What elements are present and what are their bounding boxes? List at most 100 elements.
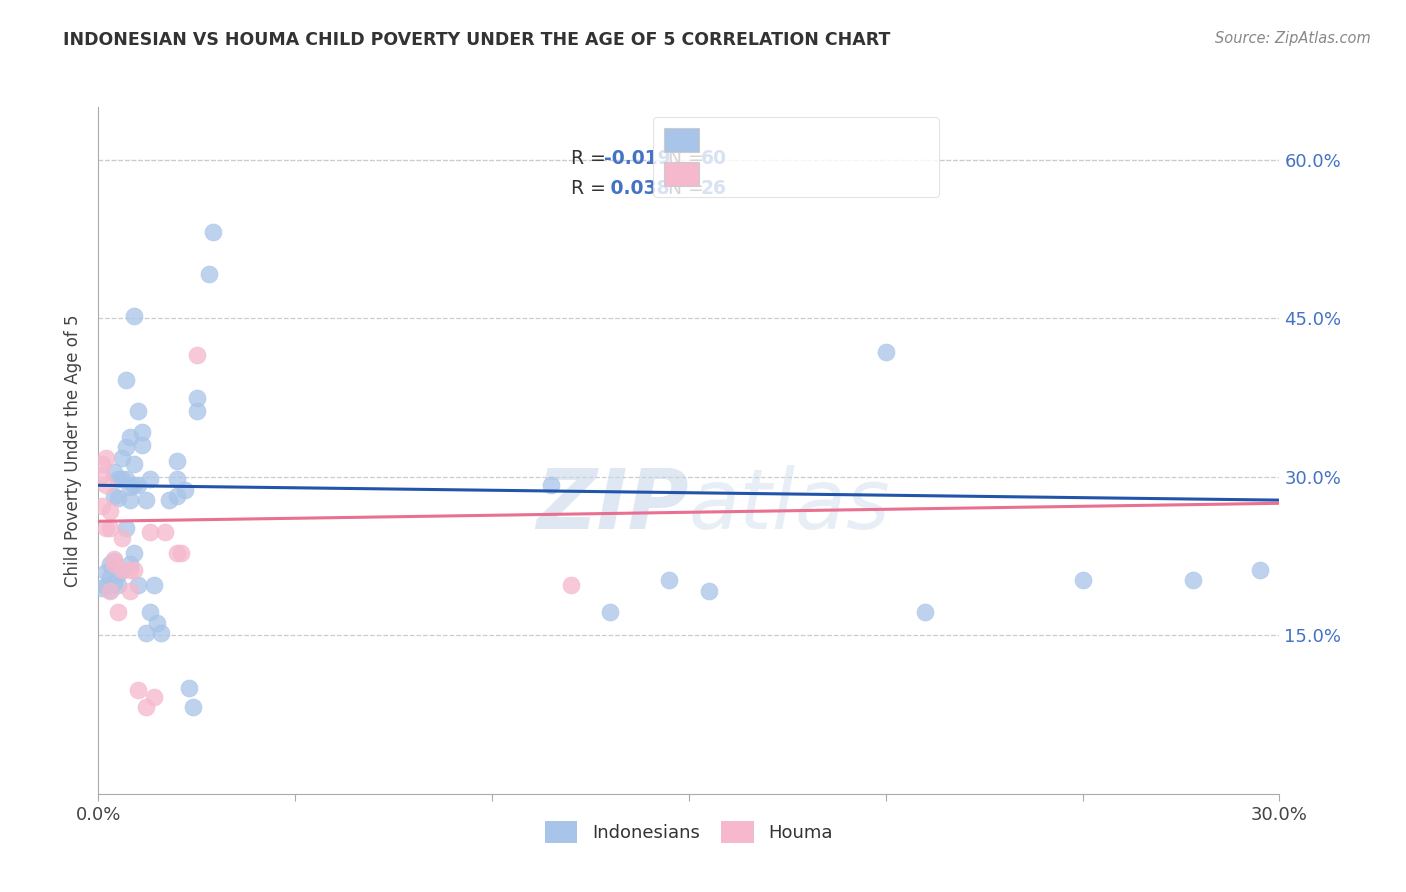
Point — [135, 493, 157, 508]
Point — [122, 457, 145, 471]
Point — [131, 438, 153, 452]
Point — [98, 520, 121, 534]
Text: -0.019: -0.019 — [605, 149, 671, 168]
Point — [186, 391, 208, 405]
Point — [111, 531, 134, 545]
Point — [186, 404, 208, 418]
Point — [115, 373, 138, 387]
Point — [118, 563, 141, 577]
Point — [107, 577, 129, 591]
Text: 60: 60 — [700, 149, 727, 168]
Text: ZIP: ZIP — [536, 465, 689, 546]
Text: N =: N = — [655, 149, 710, 168]
Point — [96, 579, 118, 593]
Point — [875, 345, 897, 359]
Point — [155, 524, 177, 539]
Text: INDONESIAN VS HOUMA CHILD POVERTY UNDER THE AGE OF 5 CORRELATION CHART: INDONESIAN VS HOUMA CHILD POVERTY UNDER … — [63, 31, 890, 49]
Point — [122, 310, 145, 324]
Point — [127, 577, 149, 591]
Point — [103, 465, 125, 479]
Point — [186, 348, 208, 362]
Point — [98, 504, 121, 518]
Point — [91, 457, 114, 471]
Point — [1071, 574, 1094, 588]
Point — [201, 225, 224, 239]
Point — [174, 483, 197, 497]
Point — [96, 478, 118, 492]
Point — [1249, 563, 1271, 577]
Point — [98, 570, 121, 584]
Point — [122, 478, 145, 492]
Point — [138, 605, 160, 619]
Point — [103, 575, 125, 590]
Point — [118, 557, 141, 571]
Point — [138, 524, 160, 539]
Point — [103, 554, 125, 568]
Point — [697, 584, 720, 599]
Text: R =: R = — [571, 149, 612, 168]
Y-axis label: Child Poverty Under the Age of 5: Child Poverty Under the Age of 5 — [65, 314, 83, 587]
Point — [98, 557, 121, 571]
Text: N =: N = — [655, 179, 710, 198]
Point — [131, 425, 153, 440]
Text: 26: 26 — [700, 179, 727, 198]
Point — [122, 563, 145, 577]
Point — [118, 430, 141, 444]
Point — [118, 480, 141, 494]
Point — [111, 563, 134, 577]
Text: R =: R = — [571, 179, 612, 198]
Point — [118, 493, 141, 508]
Point — [115, 520, 138, 534]
Point — [166, 489, 188, 503]
Point — [127, 478, 149, 492]
Text: 0.038: 0.038 — [605, 179, 669, 198]
Point — [91, 500, 114, 514]
Legend: Indonesians, Houma: Indonesians, Houma — [537, 814, 841, 850]
Point — [150, 626, 173, 640]
Point — [142, 690, 165, 704]
Point — [658, 574, 681, 588]
Point — [107, 491, 129, 505]
Point — [135, 700, 157, 714]
Point — [91, 467, 114, 482]
Point — [177, 681, 200, 696]
Point — [135, 626, 157, 640]
Point — [103, 552, 125, 566]
Point — [118, 584, 141, 599]
Point — [111, 450, 134, 465]
Point — [166, 546, 188, 560]
Point — [103, 489, 125, 503]
Point — [103, 557, 125, 571]
Point — [197, 267, 219, 281]
Point — [98, 584, 121, 599]
Point — [127, 404, 149, 418]
Point — [138, 472, 160, 486]
Point — [91, 581, 114, 595]
Point — [96, 520, 118, 534]
Point — [111, 472, 134, 486]
Point — [107, 567, 129, 582]
Text: atlas: atlas — [689, 465, 890, 546]
Point — [122, 546, 145, 560]
Point — [170, 546, 193, 560]
Point — [96, 565, 118, 579]
Point — [146, 615, 169, 630]
Point — [115, 440, 138, 454]
Point — [914, 605, 936, 619]
Point — [1181, 574, 1204, 588]
Point — [98, 582, 121, 597]
Point — [540, 478, 562, 492]
Point — [127, 683, 149, 698]
Point — [107, 472, 129, 486]
Point — [166, 454, 188, 468]
Point — [142, 577, 165, 591]
Point — [560, 577, 582, 591]
Point — [107, 605, 129, 619]
Text: Source: ZipAtlas.com: Source: ZipAtlas.com — [1215, 31, 1371, 46]
Point — [96, 450, 118, 465]
Point — [181, 700, 204, 714]
Point — [166, 472, 188, 486]
Point — [157, 493, 180, 508]
Point — [599, 605, 621, 619]
Point — [115, 472, 138, 486]
